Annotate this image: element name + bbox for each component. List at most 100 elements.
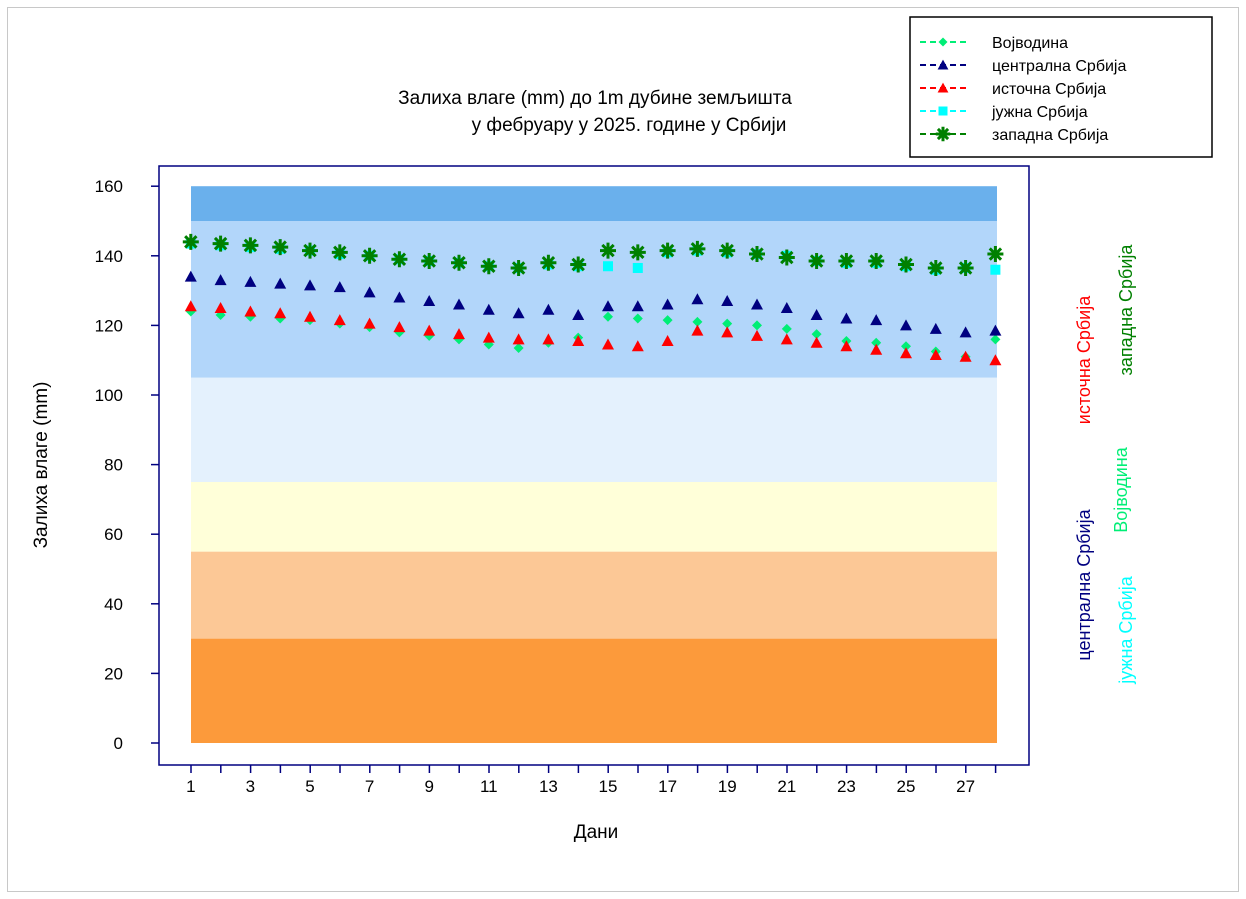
data-point — [751, 298, 763, 310]
legend-label: Војводина — [992, 35, 1068, 52]
data-point — [361, 247, 378, 264]
data-point — [272, 239, 289, 256]
x-tick-label: 25 — [897, 777, 916, 796]
data-point — [722, 318, 733, 329]
data-point — [304, 310, 316, 322]
y-tick-label: 0 — [114, 734, 123, 753]
data-point — [513, 343, 524, 354]
data-point — [989, 354, 1002, 366]
data-point — [959, 350, 972, 362]
data-point — [990, 264, 1001, 275]
data-point — [542, 333, 555, 345]
data-point — [423, 295, 436, 307]
data-point — [184, 300, 197, 312]
side-label: источна Србија — [1074, 295, 1094, 424]
side-label: централна Србија — [1074, 508, 1094, 660]
y-tick-label: 120 — [95, 316, 123, 335]
band-2 — [191, 482, 997, 552]
legend-label: западна Србија — [992, 127, 1108, 144]
band-4 — [191, 221, 997, 378]
x-tick-label: 1 — [186, 777, 195, 796]
y-tick-label: 40 — [104, 595, 123, 614]
x-tick-label: 9 — [424, 777, 433, 796]
data-point — [810, 336, 823, 348]
data-point — [212, 235, 229, 252]
y-tick-label: 160 — [95, 177, 123, 196]
data-point — [214, 302, 227, 313]
data-point — [691, 293, 704, 305]
band-0 — [191, 638, 997, 743]
x-tick-label: 5 — [305, 777, 314, 796]
data-point — [898, 256, 914, 273]
data-point — [989, 324, 1002, 336]
data-point — [780, 302, 793, 313]
data-point — [274, 277, 287, 289]
x-tick-label: 23 — [837, 777, 856, 796]
data-point — [572, 308, 585, 320]
data-point — [631, 300, 644, 312]
data-point — [542, 303, 555, 315]
y-tick-label: 140 — [95, 247, 123, 266]
legend-marker — [938, 37, 948, 47]
data-point — [632, 262, 643, 273]
legend-marker — [938, 106, 948, 116]
data-point — [512, 307, 525, 319]
data-point — [662, 315, 673, 326]
legend-label: јужна Србија — [991, 104, 1088, 121]
data-point — [661, 298, 674, 310]
x-tick-label: 17 — [658, 777, 677, 796]
data-point — [629, 244, 646, 261]
legend-marker — [937, 59, 949, 70]
series-4 — [182, 233, 1004, 276]
data-point — [959, 326, 972, 338]
data-point — [840, 340, 853, 352]
y-tick-label: 80 — [104, 456, 123, 475]
y-tick-label: 100 — [95, 386, 123, 405]
data-point — [602, 300, 614, 312]
x-tick-label: 11 — [480, 777, 498, 796]
data-point — [333, 314, 346, 326]
data-point — [363, 286, 376, 298]
data-point — [482, 303, 495, 315]
x-tick-label: 7 — [365, 777, 374, 796]
legend-label: централна Србија — [992, 58, 1126, 75]
data-point — [900, 319, 912, 331]
data-point — [274, 307, 287, 319]
data-point — [840, 312, 853, 324]
data-point — [808, 253, 825, 270]
x-tick-label: 3 — [246, 777, 255, 796]
data-point — [244, 275, 257, 287]
chart-title-line-2: у фебруару у 2025. године у Србији — [472, 115, 787, 136]
y-axis-label: Залиха влаге (mm) — [31, 382, 52, 549]
data-point — [184, 270, 197, 282]
data-point — [214, 274, 227, 286]
data-point — [302, 242, 318, 259]
data-point — [480, 258, 497, 275]
data-point — [927, 259, 944, 276]
data-point — [781, 323, 792, 334]
data-point — [603, 261, 613, 272]
data-point — [512, 333, 525, 345]
data-point — [393, 291, 406, 303]
data-point — [871, 337, 882, 348]
figure-frame — [7, 7, 1239, 892]
side-label: Војводина — [1111, 446, 1131, 532]
legend-marker — [935, 126, 951, 142]
data-point — [453, 328, 465, 340]
data-point — [242, 237, 259, 254]
data-point — [749, 246, 765, 263]
data-point — [691, 324, 704, 336]
x-tick-label: 15 — [599, 777, 618, 796]
data-point — [244, 305, 257, 317]
data-point — [900, 347, 912, 359]
data-point — [901, 341, 911, 352]
data-point — [868, 253, 885, 270]
data-point — [421, 253, 438, 270]
data-point — [811, 329, 822, 340]
data-point — [957, 259, 974, 276]
data-point — [510, 259, 527, 276]
data-point — [632, 313, 643, 324]
legend: Војводина централна Србија источна Србија ј… — [909, 16, 1213, 158]
x-axis-label: Дани — [574, 822, 619, 843]
